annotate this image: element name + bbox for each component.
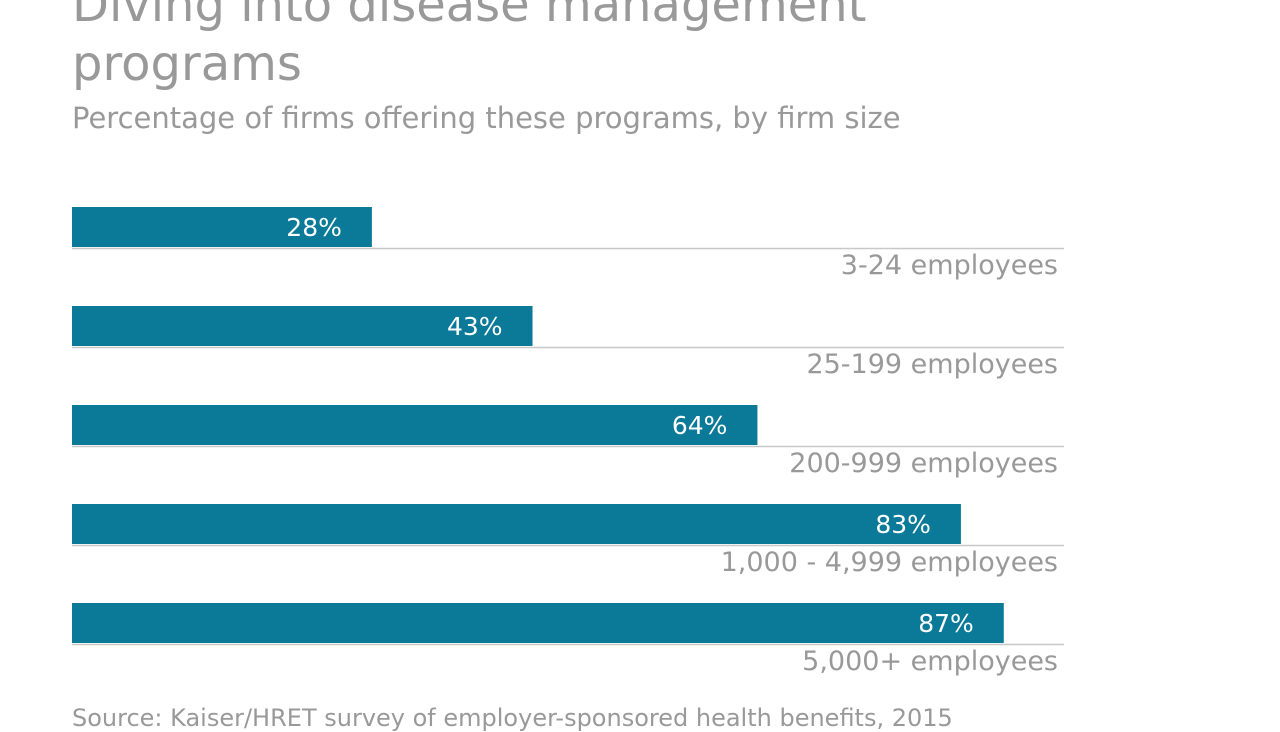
data-label: 83% [875, 510, 931, 539]
category-label: 25-199 employees [806, 349, 1058, 380]
bar [72, 207, 372, 247]
category-label: 3-24 employees [841, 250, 1058, 281]
category-label: 1,000 - 4,999 employees [721, 547, 1058, 578]
chart-source: Source: Kaiser/HRET survey of employer-s… [72, 704, 953, 732]
category-label: 200-999 employees [789, 448, 1058, 479]
bar [72, 603, 1004, 643]
data-label: 87% [918, 609, 974, 638]
chart-subtitle: Percentage of firms offering these progr… [72, 101, 901, 135]
data-label: 43% [447, 312, 503, 341]
bar [72, 405, 758, 445]
data-label: 28% [286, 213, 342, 242]
category-label: 5,000+ employees [802, 646, 1058, 677]
bar [72, 306, 533, 346]
data-label: 64% [672, 411, 728, 440]
bar [72, 504, 961, 544]
chart-title: Diving into disease management programs [72, 0, 867, 92]
